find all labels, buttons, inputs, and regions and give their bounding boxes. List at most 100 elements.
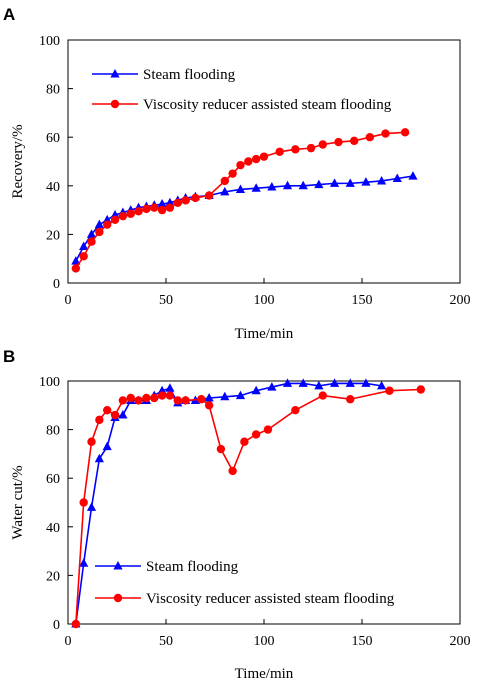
data-point (314, 179, 324, 189)
data-point (165, 383, 175, 392)
data-point (251, 430, 261, 439)
data-point (150, 203, 159, 212)
data-point (385, 386, 394, 395)
x-axis-title: Time/min (235, 666, 294, 682)
x-tick-label: 150 (352, 634, 373, 649)
data-point (244, 157, 253, 166)
data-point (197, 395, 206, 404)
data-point (400, 128, 410, 137)
data-point (71, 256, 81, 265)
data-point (157, 391, 167, 400)
data-point (79, 498, 88, 507)
data-point (165, 391, 175, 400)
series-line (75, 131, 406, 269)
legend-marker (110, 69, 120, 78)
data-point (381, 129, 390, 138)
legend-label: Steam flooding (143, 67, 236, 83)
data-point (275, 147, 284, 156)
legend: Steam flooding Viscosity reducer assisted… (95, 559, 395, 607)
y-tick-label: 40 (46, 180, 60, 195)
data-point (71, 619, 81, 629)
data-point (134, 396, 143, 405)
data-point (298, 180, 308, 190)
data-point (228, 169, 237, 178)
x-tick-label: 100 (254, 293, 275, 308)
data-point (345, 178, 355, 187)
data-point (329, 378, 340, 387)
legend-label: Viscosity reducer assisted steam floodin… (146, 591, 395, 607)
data-point (235, 184, 246, 193)
y-tick-label: 80 (46, 424, 60, 439)
data-point (87, 437, 96, 446)
legend-marker (110, 99, 120, 109)
data-point (191, 193, 200, 203)
data-point (392, 173, 402, 183)
y-tick-label: 60 (46, 472, 60, 487)
chart-panel-a: A 0 20 40 60 80 100 0 50 100 150 200 Time/min Recover… (3, 5, 471, 342)
data-point (298, 378, 308, 387)
data-point (118, 211, 128, 221)
x-tick-label: 0 (65, 293, 72, 308)
data-point (235, 390, 246, 400)
x-axis-title: Time/min (235, 326, 294, 342)
y-tick-label: 20 (46, 228, 60, 243)
series-viscosity-reducer (71, 385, 425, 629)
data-point (94, 453, 104, 463)
data-point (220, 176, 229, 186)
data-point (220, 391, 230, 401)
data-point (377, 175, 387, 185)
data-point (94, 219, 104, 229)
y-tick-label: 100 (39, 34, 60, 49)
data-point (282, 180, 293, 190)
data-point (377, 380, 387, 390)
series-line (75, 175, 414, 262)
data-point (267, 182, 277, 191)
data-point (314, 380, 324, 390)
x-tick-label: 50 (159, 293, 173, 308)
data-point (204, 401, 214, 410)
y-tick-label: 0 (53, 618, 60, 633)
data-point (157, 205, 167, 215)
data-point (361, 177, 371, 186)
data-point (95, 227, 104, 237)
y-tick-label: 60 (46, 131, 60, 146)
y-tick-label: 100 (39, 375, 60, 390)
data-point (251, 183, 261, 192)
data-point (236, 160, 245, 170)
x-tick-label: 200 (450, 634, 471, 649)
data-point (110, 410, 120, 420)
legend-label: Viscosity reducer assisted steam floodin… (143, 97, 392, 113)
data-point (291, 405, 300, 415)
data-point (282, 378, 293, 387)
data-point (173, 396, 182, 405)
data-point (102, 441, 112, 451)
y-tick-label: 20 (46, 569, 60, 584)
data-point (86, 229, 97, 238)
y-tick-label: 40 (46, 521, 60, 536)
panel-label: B (3, 347, 15, 366)
data-point (345, 378, 355, 387)
y-axis-title: Water cut/% (10, 465, 26, 539)
data-point (181, 396, 190, 405)
legend-label: Steam flooding (146, 559, 239, 575)
data-point (267, 382, 277, 391)
data-point (334, 137, 343, 147)
data-point (134, 207, 143, 216)
data-point (365, 133, 375, 142)
data-point (318, 391, 327, 400)
x-tick-label: 50 (159, 634, 173, 649)
data-point (361, 378, 371, 387)
data-point (118, 410, 128, 419)
data-point (263, 425, 273, 434)
data-point (318, 140, 327, 149)
data-point (416, 385, 425, 394)
data-point (103, 220, 112, 229)
data-point (86, 502, 97, 511)
data-point (408, 171, 418, 180)
data-point (204, 191, 214, 200)
chart-panel-b: B 0 20 40 60 80 100 0 50 100 150 200 Time/min Water c… (3, 347, 471, 682)
data-point (259, 152, 269, 161)
x-tick-label: 100 (254, 634, 275, 649)
data-point (306, 143, 316, 153)
